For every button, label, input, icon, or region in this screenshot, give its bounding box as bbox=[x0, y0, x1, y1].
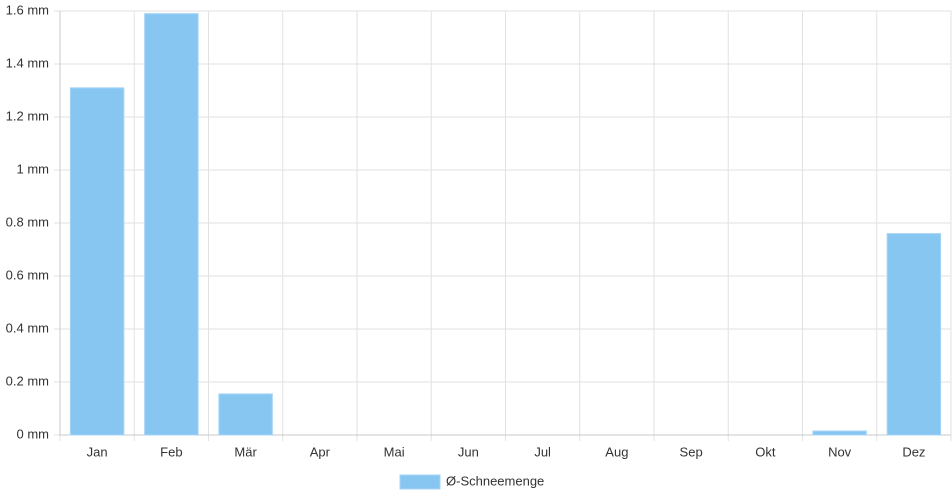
y-tick-label: 1.2 mm bbox=[6, 108, 49, 123]
y-tick-label: 1 mm bbox=[17, 161, 50, 176]
bar bbox=[812, 430, 867, 436]
x-tick-label: Mär bbox=[234, 444, 257, 459]
x-tick-label: Jul bbox=[534, 444, 551, 459]
y-tick-label: 0.6 mm bbox=[6, 267, 49, 282]
bar bbox=[69, 87, 125, 436]
legend-label: Ø-Schneemenge bbox=[446, 473, 544, 488]
x-tick-label: Aug bbox=[605, 444, 628, 459]
x-tick-label: Dez bbox=[902, 444, 925, 459]
y-tick-label: 0 mm bbox=[17, 426, 50, 441]
x-tick-label: Jan bbox=[87, 444, 108, 459]
x-tick-label: Apr bbox=[310, 444, 331, 459]
bar bbox=[144, 13, 199, 436]
x-tick-label: Feb bbox=[160, 444, 182, 459]
legend-swatch bbox=[399, 474, 441, 490]
x-tick-label: Jun bbox=[458, 444, 479, 459]
bar bbox=[886, 233, 942, 436]
y-tick-label: 1.4 mm bbox=[6, 55, 49, 70]
y-tick-label: 0.2 mm bbox=[6, 373, 49, 388]
x-tick-label: Sep bbox=[680, 444, 703, 459]
x-tick-label: Mai bbox=[384, 444, 405, 459]
x-tick-label: Nov bbox=[828, 444, 852, 459]
bar bbox=[218, 393, 273, 436]
x-tick-label: Okt bbox=[755, 444, 776, 459]
y-tick-label: 0.4 mm bbox=[6, 320, 49, 335]
y-tick-label: 0.8 mm bbox=[6, 214, 49, 229]
y-tick-label: 1.6 mm bbox=[6, 2, 49, 17]
